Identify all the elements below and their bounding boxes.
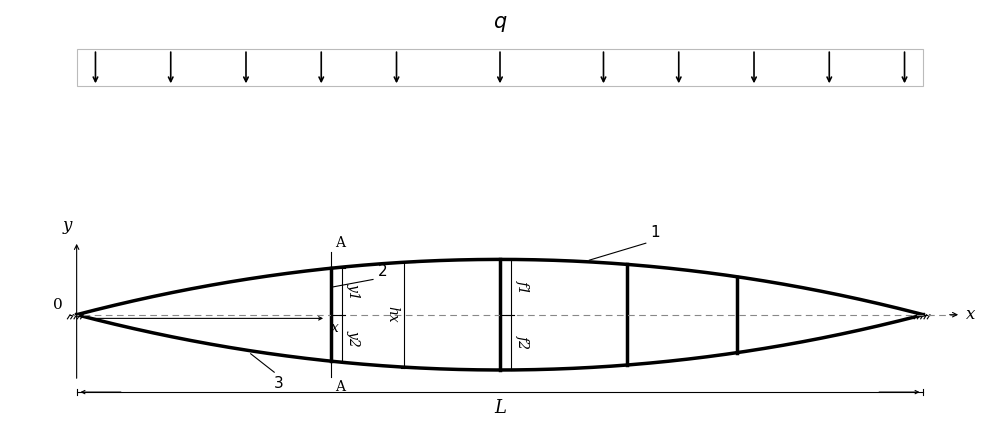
Text: 2: 2 xyxy=(378,265,387,279)
Text: A: A xyxy=(335,236,345,250)
Text: 0: 0 xyxy=(53,298,63,312)
Text: 1: 1 xyxy=(651,225,660,240)
Text: 3: 3 xyxy=(274,376,284,391)
Text: f1: f1 xyxy=(516,280,530,294)
Text: L: L xyxy=(494,400,506,417)
Text: A: A xyxy=(335,379,345,394)
Text: hx: hx xyxy=(385,306,399,323)
Text: y: y xyxy=(63,216,72,234)
Text: x: x xyxy=(966,306,975,323)
Text: f2: f2 xyxy=(516,335,530,349)
Text: x: x xyxy=(331,321,339,335)
Text: y1: y1 xyxy=(347,283,361,300)
Text: $q$: $q$ xyxy=(493,14,507,33)
Bar xyxy=(77,49,923,86)
Text: y2: y2 xyxy=(347,330,361,346)
